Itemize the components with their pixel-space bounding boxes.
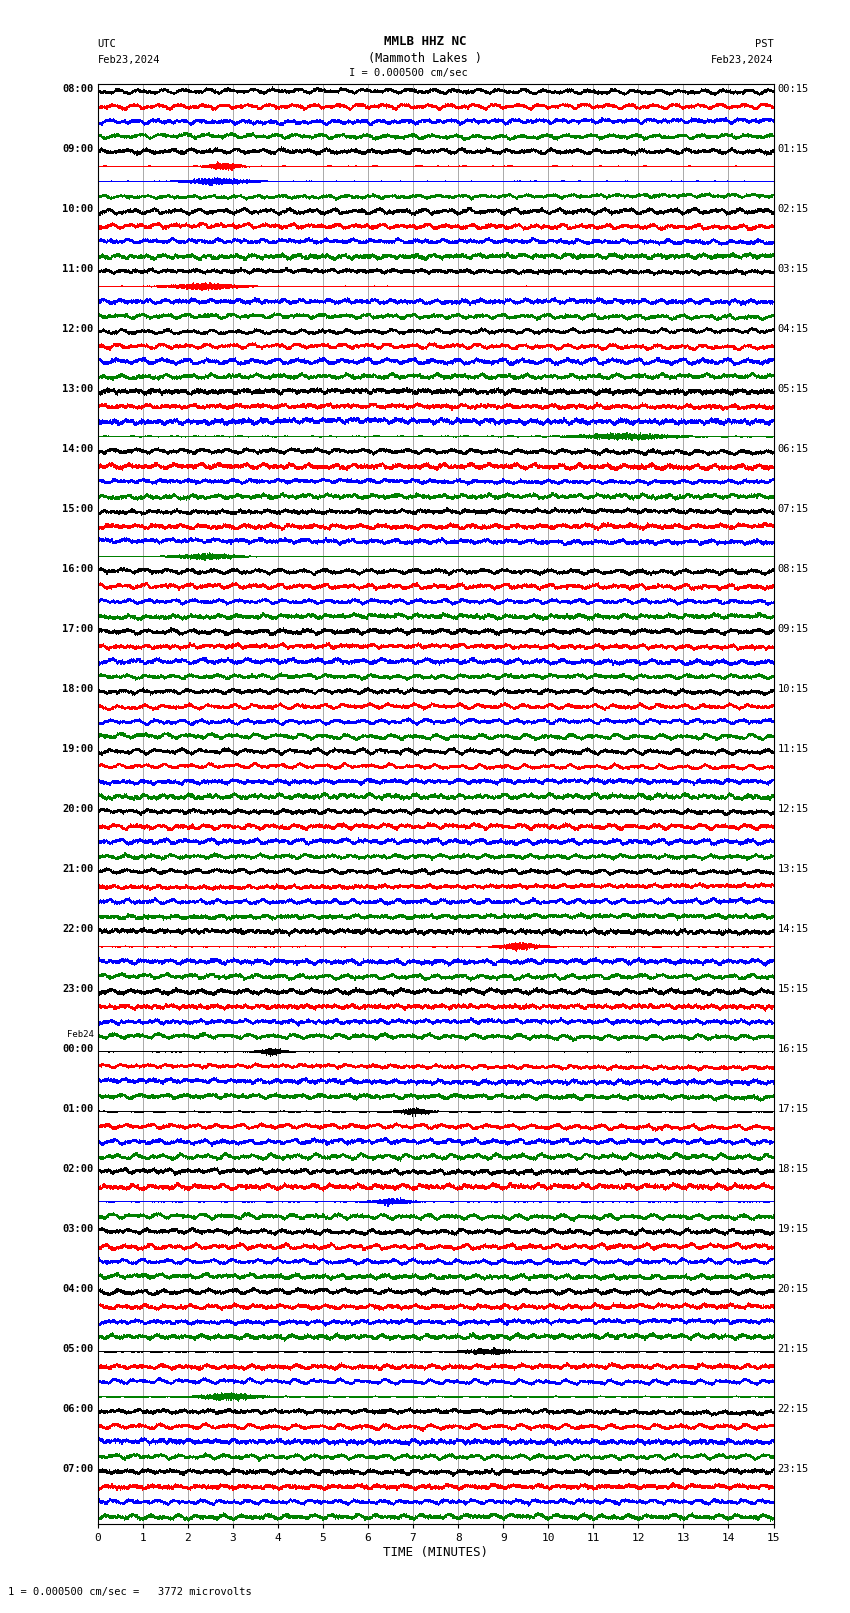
Text: Feb24: Feb24 <box>66 1031 94 1039</box>
Text: 13:15: 13:15 <box>778 865 809 874</box>
Text: 04:15: 04:15 <box>778 324 809 334</box>
Text: 07:00: 07:00 <box>62 1465 94 1474</box>
Text: 19:15: 19:15 <box>778 1224 809 1234</box>
Text: 06:00: 06:00 <box>62 1405 94 1415</box>
Text: 16:15: 16:15 <box>778 1044 809 1055</box>
Text: (Mammoth Lakes ): (Mammoth Lakes ) <box>368 52 482 65</box>
Text: 19:00: 19:00 <box>62 744 94 753</box>
Text: 10:15: 10:15 <box>778 684 809 694</box>
Text: 22:00: 22:00 <box>62 924 94 934</box>
Text: MMLB HHZ NC: MMLB HHZ NC <box>383 35 467 48</box>
Text: 11:15: 11:15 <box>778 744 809 753</box>
Text: Feb23,2024: Feb23,2024 <box>98 55 161 65</box>
Text: 20:15: 20:15 <box>778 1284 809 1294</box>
Text: 14:00: 14:00 <box>62 444 94 453</box>
Text: 09:00: 09:00 <box>62 144 94 153</box>
Text: 00:00: 00:00 <box>62 1044 94 1055</box>
Text: 1 = 0.000500 cm/sec =   3772 microvolts: 1 = 0.000500 cm/sec = 3772 microvolts <box>8 1587 252 1597</box>
X-axis label: TIME (MINUTES): TIME (MINUTES) <box>383 1547 488 1560</box>
Text: PST: PST <box>755 39 774 48</box>
Text: 09:15: 09:15 <box>778 624 809 634</box>
Text: 15:00: 15:00 <box>62 503 94 515</box>
Text: 03:15: 03:15 <box>778 265 809 274</box>
Text: 13:00: 13:00 <box>62 384 94 394</box>
Text: 06:15: 06:15 <box>778 444 809 453</box>
Text: 11:00: 11:00 <box>62 265 94 274</box>
Text: 01:15: 01:15 <box>778 144 809 153</box>
Text: 04:00: 04:00 <box>62 1284 94 1294</box>
Text: 21:00: 21:00 <box>62 865 94 874</box>
Text: 07:15: 07:15 <box>778 503 809 515</box>
Text: 12:00: 12:00 <box>62 324 94 334</box>
Text: 15:15: 15:15 <box>778 984 809 994</box>
Text: I = 0.000500 cm/sec: I = 0.000500 cm/sec <box>348 68 468 77</box>
Text: 16:00: 16:00 <box>62 565 94 574</box>
Text: 10:00: 10:00 <box>62 203 94 215</box>
Text: 08:15: 08:15 <box>778 565 809 574</box>
Text: 17:00: 17:00 <box>62 624 94 634</box>
Text: 05:15: 05:15 <box>778 384 809 394</box>
Text: 17:15: 17:15 <box>778 1105 809 1115</box>
Text: 18:00: 18:00 <box>62 684 94 694</box>
Text: 02:00: 02:00 <box>62 1165 94 1174</box>
Text: 22:15: 22:15 <box>778 1405 809 1415</box>
Text: 12:15: 12:15 <box>778 805 809 815</box>
Text: 02:15: 02:15 <box>778 203 809 215</box>
Text: 20:00: 20:00 <box>62 805 94 815</box>
Text: 00:15: 00:15 <box>778 84 809 94</box>
Text: 23:15: 23:15 <box>778 1465 809 1474</box>
Text: 18:15: 18:15 <box>778 1165 809 1174</box>
Text: 23:00: 23:00 <box>62 984 94 994</box>
Text: 14:15: 14:15 <box>778 924 809 934</box>
Text: 03:00: 03:00 <box>62 1224 94 1234</box>
Text: 01:00: 01:00 <box>62 1105 94 1115</box>
Text: UTC: UTC <box>98 39 116 48</box>
Text: 21:15: 21:15 <box>778 1344 809 1355</box>
Text: 05:00: 05:00 <box>62 1344 94 1355</box>
Text: Feb23,2024: Feb23,2024 <box>711 55 774 65</box>
Text: 08:00: 08:00 <box>62 84 94 94</box>
